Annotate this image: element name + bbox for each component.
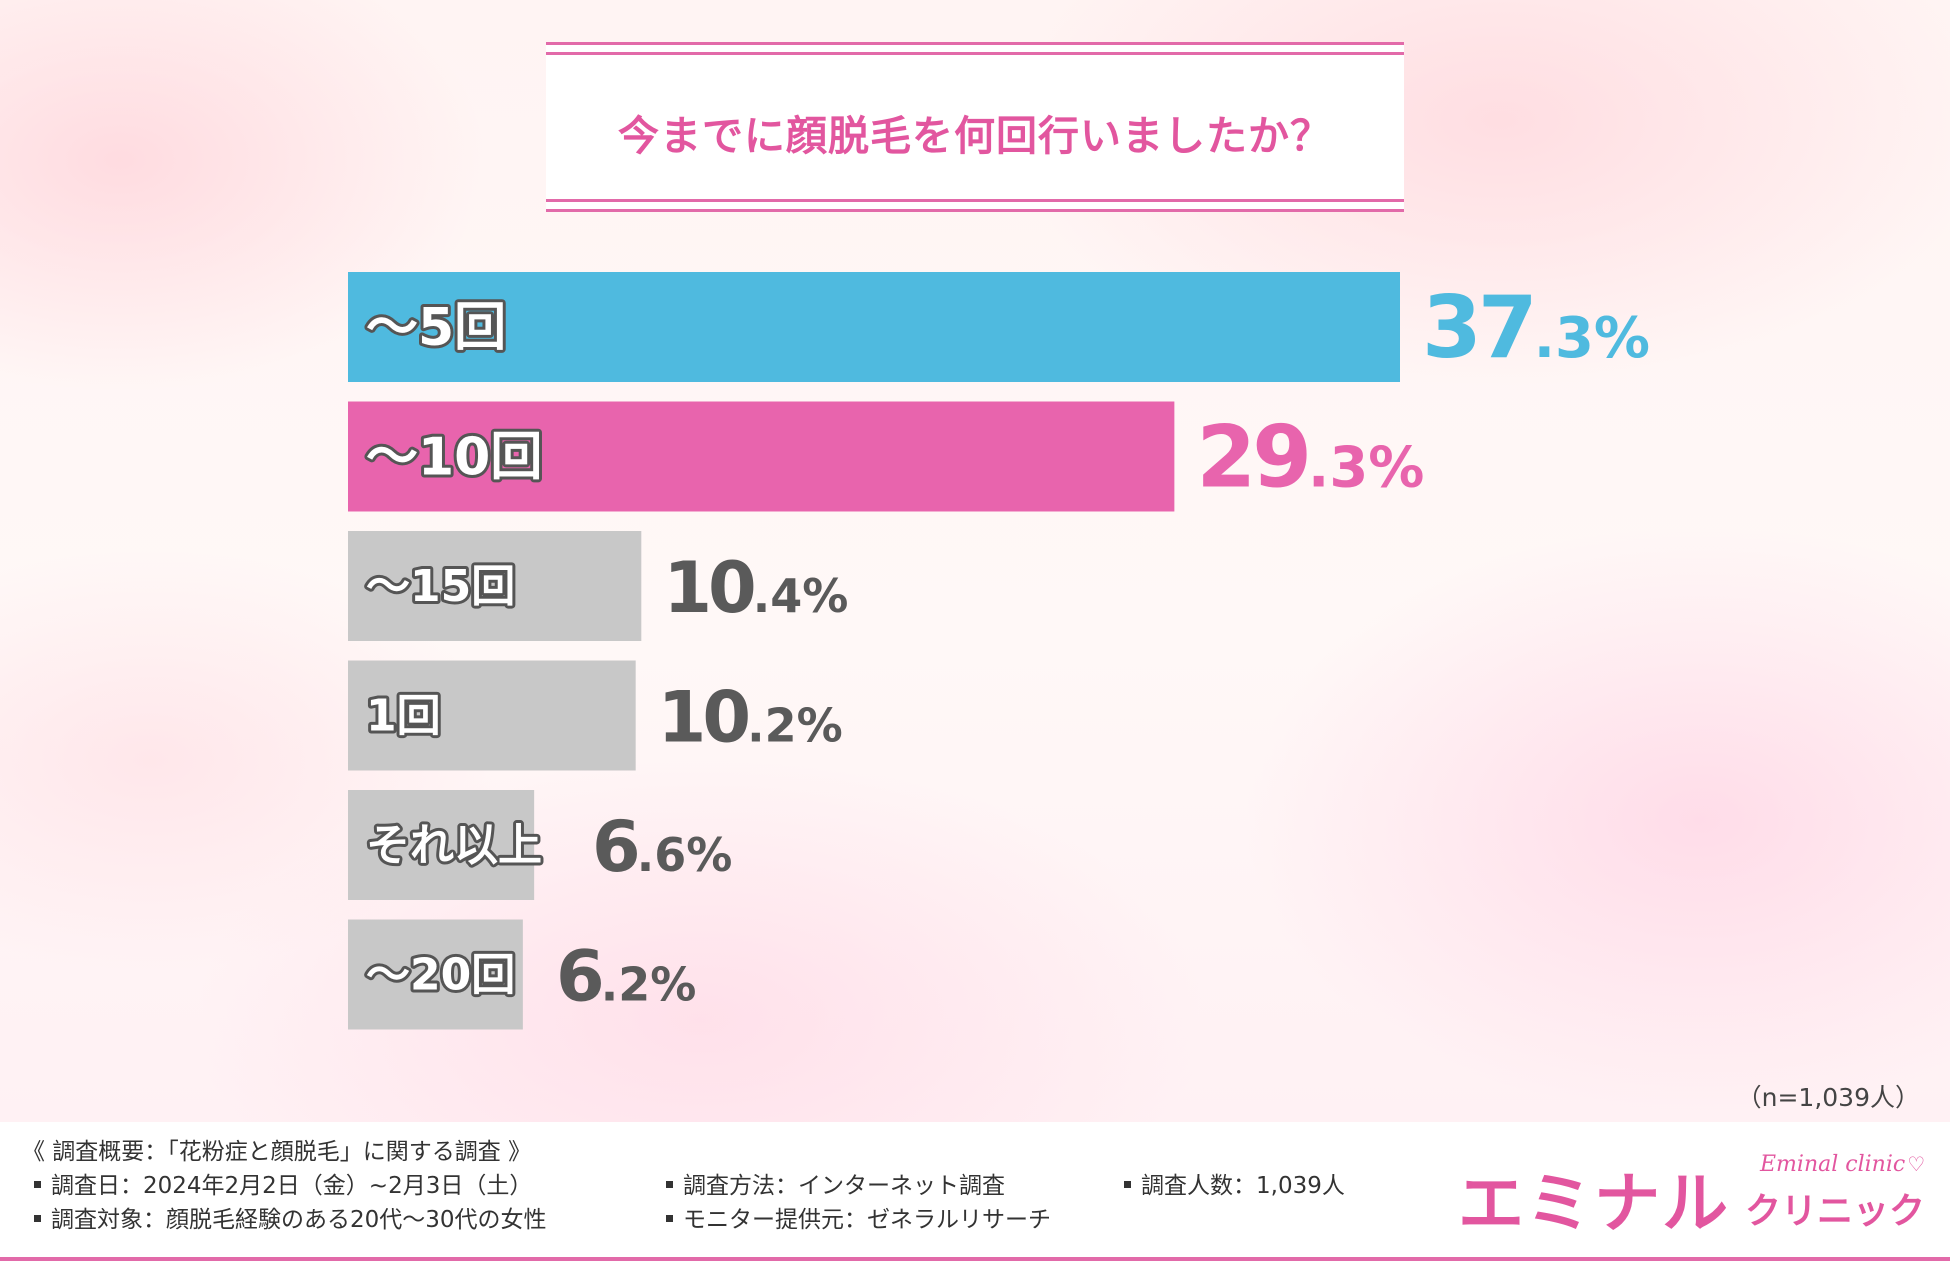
value-integer: 10 [663, 547, 754, 629]
value-decimal: .3% [1308, 436, 1424, 501]
bullet-icon [34, 1215, 41, 1222]
bar-value-label: 10.4% [663, 547, 848, 629]
logo-main-text: エミナル [1458, 1165, 1730, 1242]
value-decimal: .4% [753, 569, 849, 623]
sample-size-note: （n=1,039人） [1736, 1083, 1920, 1112]
bar-1 [348, 272, 1400, 382]
bar-category-label: 〜5回 [366, 298, 506, 358]
value-decimal: .3% [1534, 306, 1650, 371]
survey-target-item: 調査対象：顔脱毛経験のある20代～30代の女性 [34, 1200, 547, 1234]
survey-provider-item: モニター提供元：ゼネラルリサーチ [666, 1200, 1051, 1234]
survey-provider: モニター提供元：ゼネラルリサーチ [683, 1207, 1051, 1233]
bar-3 [348, 531, 642, 641]
survey-footer: 《 調査概要：「花粉症と顔脱毛」に関する調査 》 調査日：2024年2月2日（金… [0, 1122, 1950, 1261]
chart-title-box: 今までに顔脱毛を何回行いましたか？ [546, 42, 1404, 212]
value-decimal: .2% [747, 699, 843, 753]
value-integer: 37 [1422, 278, 1534, 378]
bar-5 [348, 790, 535, 900]
bar-6 [348, 919, 523, 1030]
survey-method: 調査方法：インターネット調査 [683, 1173, 1005, 1199]
title-top-line [546, 42, 1404, 45]
bar-category-label: 〜10回 [366, 428, 542, 488]
logo-sub-text: クリニック [1745, 1191, 1926, 1232]
bar-4 [348, 660, 636, 771]
bar-category-label: 〜20回 [366, 950, 515, 1001]
title-top-line-inner [546, 52, 1404, 55]
value-integer: 29 [1196, 408, 1308, 508]
bar-2 [348, 401, 1175, 512]
bar-category-label: 1回 [366, 691, 441, 742]
survey-count-item: 調査人数：1,039人 [1124, 1166, 1345, 1200]
chart-title: 今までに顔脱毛を何回行いましたか？ [618, 112, 1332, 160]
bar-category-label: 〜15回 [366, 561, 515, 612]
bar-value-label: 10.2% [658, 677, 843, 759]
bullet-icon [34, 1181, 41, 1188]
bar-value-label: 6.2% [556, 936, 696, 1018]
survey-date-item: 調査日：2024年2月2日（金）~2月3日（土） [34, 1166, 532, 1200]
value-integer: 10 [658, 677, 749, 759]
bar-value-label: 37.3% [1422, 278, 1650, 378]
title-bottom-line [546, 209, 1404, 212]
bar-category-label: それ以上 [366, 820, 542, 871]
title-bottom-line-inner [546, 199, 1404, 202]
logo-script: Eminal clinic ♡ [1760, 1152, 1925, 1177]
bar-value-label: 6.6% [592, 806, 732, 888]
value-integer: 6 [592, 806, 637, 888]
bullet-icon [1124, 1181, 1131, 1188]
survey-date: 調査日：2024年2月2日（金）~2月3日（土） [51, 1173, 533, 1199]
survey-method-item: 調査方法：インターネット調査 [666, 1166, 1005, 1200]
value-integer: 6 [556, 936, 601, 1018]
value-decimal: .6% [637, 828, 733, 882]
logo-script-text: Eminal clinic [1760, 1152, 1906, 1177]
survey-target: 調査対象：顔脱毛経験のある20代～30代の女性 [51, 1207, 547, 1233]
survey-count: 調査人数：1,039人 [1141, 1173, 1345, 1199]
survey-heading: 《 調査概要：「花粉症と顔脱毛」に関する調査 》 [22, 1139, 532, 1165]
bullet-icon [666, 1215, 673, 1222]
value-decimal: .2% [601, 958, 697, 1012]
bar-value-label: 29.3% [1196, 408, 1424, 508]
bullet-icon [666, 1181, 673, 1188]
heart-icon: ♡ [1907, 1152, 1926, 1176]
